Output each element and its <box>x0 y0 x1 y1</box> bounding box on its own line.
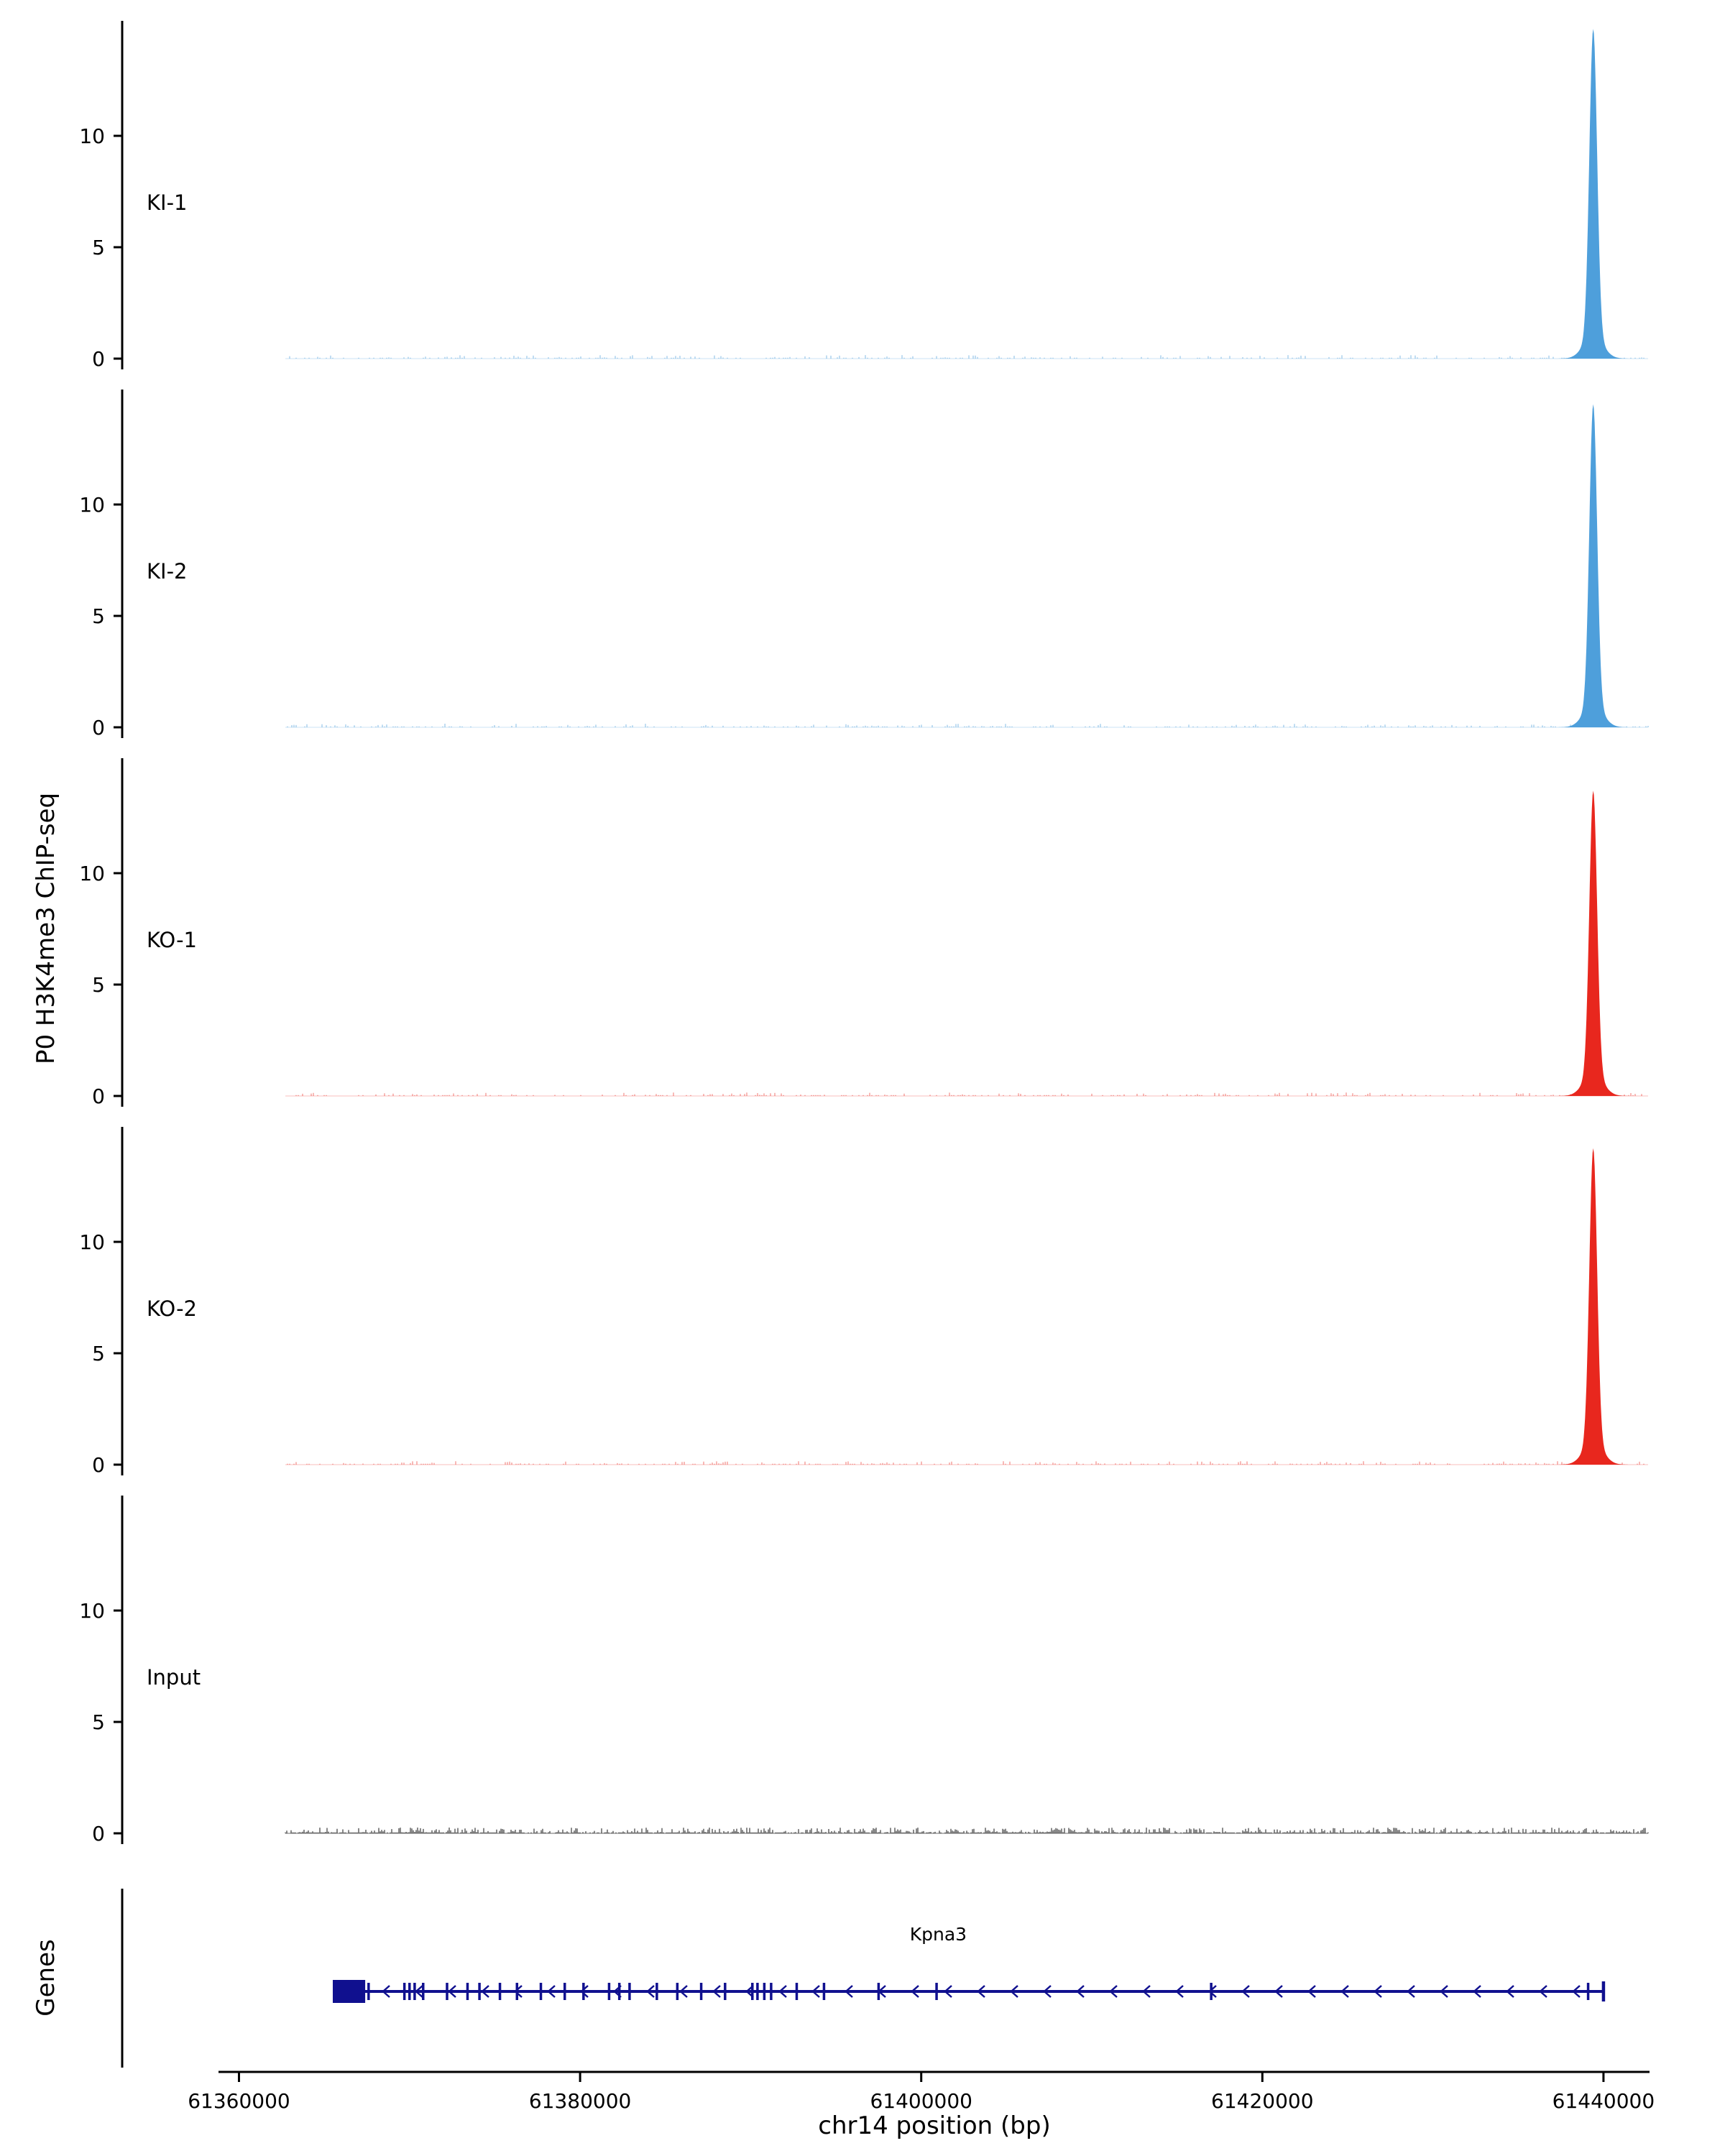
gene-name: Kpna3 <box>910 1924 967 1945</box>
track-label: Input <box>147 1665 201 1690</box>
y-tick-label: 5 <box>92 973 105 997</box>
minus-strand-arrow <box>580 1985 589 1998</box>
x-axis-title: chr14 position (bp) <box>818 2111 1051 2140</box>
minus-strand-arrow <box>1572 1985 1581 1998</box>
baseline-noise <box>287 1461 1644 1465</box>
minus-strand-arrow <box>1043 1985 1052 1998</box>
minus-strand-arrow <box>745 1985 754 1998</box>
track-label: KI-1 <box>147 190 188 215</box>
x-tick-label: 61420000 <box>1211 2089 1314 2113</box>
peak-KO-1 <box>1538 791 1648 1096</box>
x-tick-label: 61380000 <box>529 2089 632 2113</box>
minus-strand-arrow <box>1109 1985 1118 1998</box>
minus-strand-arrow <box>1142 1985 1151 1998</box>
minus-strand-arrow <box>1340 1985 1349 1998</box>
y-tick-label: 10 <box>79 124 105 148</box>
genes-panel-title: Genes <box>32 1939 60 2017</box>
baseline-noise <box>289 355 1644 359</box>
minus-strand-arrow <box>1374 1985 1382 1998</box>
minus-strand-arrow <box>613 1985 622 1998</box>
x-tick-label: 61400000 <box>870 2089 972 2113</box>
minus-strand-arrow <box>1010 1985 1018 1998</box>
minus-strand-arrow <box>878 1985 886 1998</box>
track-KO-1: 0 5 10 KO-1 <box>79 758 1648 1108</box>
minus-strand-arrow <box>547 1985 556 1998</box>
minus-strand-arrow <box>1506 1985 1514 1998</box>
genes-track: Kpna3 <box>121 1889 1606 2068</box>
minus-strand-arrow <box>1307 1985 1316 1998</box>
baseline-noise <box>295 1092 1642 1096</box>
y-tick-label: 5 <box>92 236 105 259</box>
minus-strand-arrow <box>1440 1985 1448 1998</box>
x-tick-label: 61440000 <box>1552 2089 1655 2113</box>
minus-strand-arrow <box>811 1985 820 1998</box>
minus-strand-arrow <box>415 1985 423 1998</box>
minus-strand-arrow <box>448 1985 456 1998</box>
minus-strand-arrow <box>977 1985 985 1998</box>
minus-strand-arrow <box>1274 1985 1283 1998</box>
y-tick-label: 10 <box>79 1230 105 1254</box>
minus-strand-arrow <box>911 1985 919 1998</box>
minus-strand-arrow <box>1175 1985 1184 1998</box>
y-tick-label: 0 <box>92 1084 105 1108</box>
track-KI-1: 0 5 10 KI-1 <box>79 21 1648 371</box>
y-tick-label: 0 <box>92 716 105 740</box>
y-tick-label: 0 <box>92 1453 105 1477</box>
minus-strand-arrow <box>1539 1985 1547 1998</box>
peak-KI-2 <box>1538 404 1648 727</box>
gene-first-exon-block <box>332 1980 366 2003</box>
y-tick-label: 0 <box>92 1822 105 1846</box>
minus-strand-arrow <box>712 1985 721 1998</box>
track-label: KO-2 <box>147 1296 197 1321</box>
minus-strand-arrow <box>1407 1985 1415 1998</box>
x-axis: 61360000 61380000 61400000 61420000 61440000 <box>188 2070 1655 2113</box>
minus-strand-arrow <box>944 1985 952 1998</box>
minus-strand-arrow <box>1208 1985 1217 1998</box>
x-tick-label: 61360000 <box>188 2089 290 2113</box>
baseline-noise <box>287 724 1649 727</box>
y-tick-label: 5 <box>92 1342 105 1365</box>
track-Input: 0 5 10 Input <box>79 1496 1649 1846</box>
minus-strand-arrow <box>778 1985 787 1998</box>
track-label: KO-1 <box>147 928 197 952</box>
minus-strand-arrow <box>382 1985 390 1998</box>
minus-strand-arrow <box>1241 1985 1250 1998</box>
baseline-noise <box>285 1828 1649 1833</box>
minus-strand-arrow <box>845 1985 853 1998</box>
minus-strand-arrow <box>481 1985 489 1998</box>
minus-strand-arrow <box>514 1985 523 1998</box>
y-axis-title: P0 H3K4me3 ChIP-seq <box>32 792 60 1065</box>
peak-KO-2 <box>1538 1148 1648 1465</box>
track-label: KI-2 <box>147 559 188 584</box>
minus-strand-arrow <box>1473 1985 1481 1998</box>
track-KI-2: 0 5 10 KI-2 <box>79 390 1649 740</box>
track-KO-2: 0 5 10 KO-2 <box>79 1127 1648 1477</box>
y-tick-label: 5 <box>92 604 105 628</box>
y-tick-label: 0 <box>92 347 105 371</box>
minus-strand-arrow <box>679 1985 688 1998</box>
minus-strand-arrow <box>1076 1985 1085 1998</box>
y-tick-label: 10 <box>79 1599 105 1623</box>
y-tick-label: 5 <box>92 1710 105 1734</box>
y-tick-label: 10 <box>79 862 105 885</box>
minus-strand-arrow <box>646 1985 655 1998</box>
peak-KI-1 <box>1538 29 1648 359</box>
y-tick-label: 10 <box>79 493 105 517</box>
